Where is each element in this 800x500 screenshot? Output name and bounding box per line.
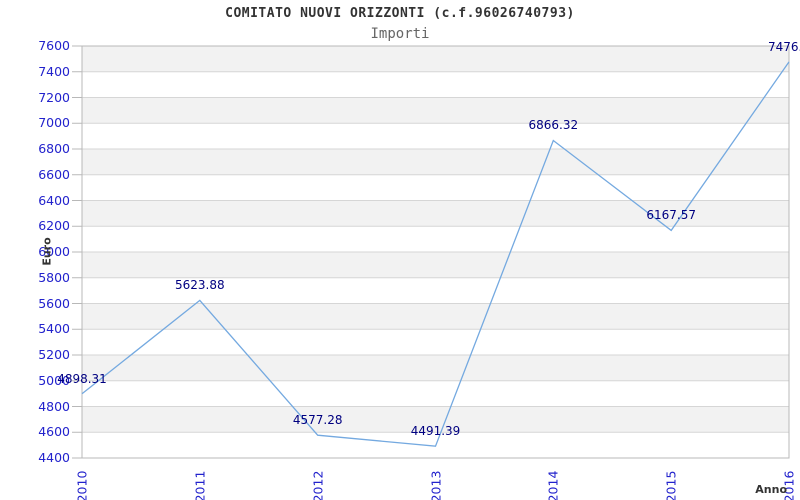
data-point-label: 6167.57: [646, 208, 696, 223]
y-tick-label: 7400: [38, 63, 70, 79]
chart-title: COMITATO NUOVI ORIZZONTI (c.f.9602674079…: [225, 6, 575, 21]
chart-subtitle: Importi: [370, 26, 430, 42]
plot-band: [82, 97, 789, 124]
y-tick-label: 4400: [38, 450, 70, 465]
plot-band: [82, 329, 789, 355]
y-tick-label: 7000: [38, 115, 70, 131]
y-tick-label: 6000: [38, 244, 70, 259]
data-point-label: 6866.32: [528, 118, 579, 133]
plot-band: [82, 380, 789, 407]
y-tick-label: 5400: [38, 321, 70, 337]
plot-band: [82, 71, 789, 98]
plot-band: [82, 252, 789, 278]
plot-band: [82, 149, 789, 175]
y-tick-label: 7200: [38, 89, 70, 105]
data-point-label: 5623.88: [175, 278, 225, 293]
data-point-label: 4577.28: [292, 413, 343, 428]
plot-band: [82, 46, 789, 72]
y-tick-label: 5000: [38, 372, 70, 388]
plot-band: [82, 406, 789, 433]
y-tick-label: 6200: [38, 218, 70, 234]
data-point-label: 4491.39: [410, 424, 461, 439]
plot-band: [82, 226, 789, 252]
y-tick-label: 6600: [38, 166, 70, 182]
y-tick-label: 6400: [38, 192, 70, 208]
x-axis-title: Anno: [755, 483, 787, 496]
x-tick-label: 2015: [663, 470, 679, 500]
x-tick-label: 2010: [74, 470, 90, 500]
y-tick-label: 4600: [38, 424, 70, 440]
plot-band: [82, 303, 789, 330]
plot-band: [82, 277, 789, 304]
plot-band: [82, 355, 789, 381]
plot-band: [82, 174, 789, 201]
x-tick-label: 2012: [310, 470, 326, 500]
data-point-label: 4898.31: [57, 371, 107, 386]
y-tick-label: 7600: [38, 38, 70, 53]
plot-band: [82, 200, 789, 227]
data-point-label: 7476.4: [768, 39, 800, 54]
y-tick-label: 6800: [38, 141, 70, 156]
plot-border: [81, 45, 790, 459]
x-tick-label: 2011: [192, 470, 208, 500]
x-tick-label: 2014: [545, 470, 561, 500]
plot-band: [82, 123, 789, 149]
data-line: [81, 61, 790, 447]
y-axis-title: Euro: [40, 237, 54, 266]
y-tick-label: 5200: [38, 347, 70, 362]
x-tick-label: 2013: [428, 470, 443, 500]
y-tick-label: 5800: [38, 269, 70, 285]
y-tick-label: 5600: [38, 295, 70, 311]
y-tick-label: 4800: [38, 398, 70, 414]
